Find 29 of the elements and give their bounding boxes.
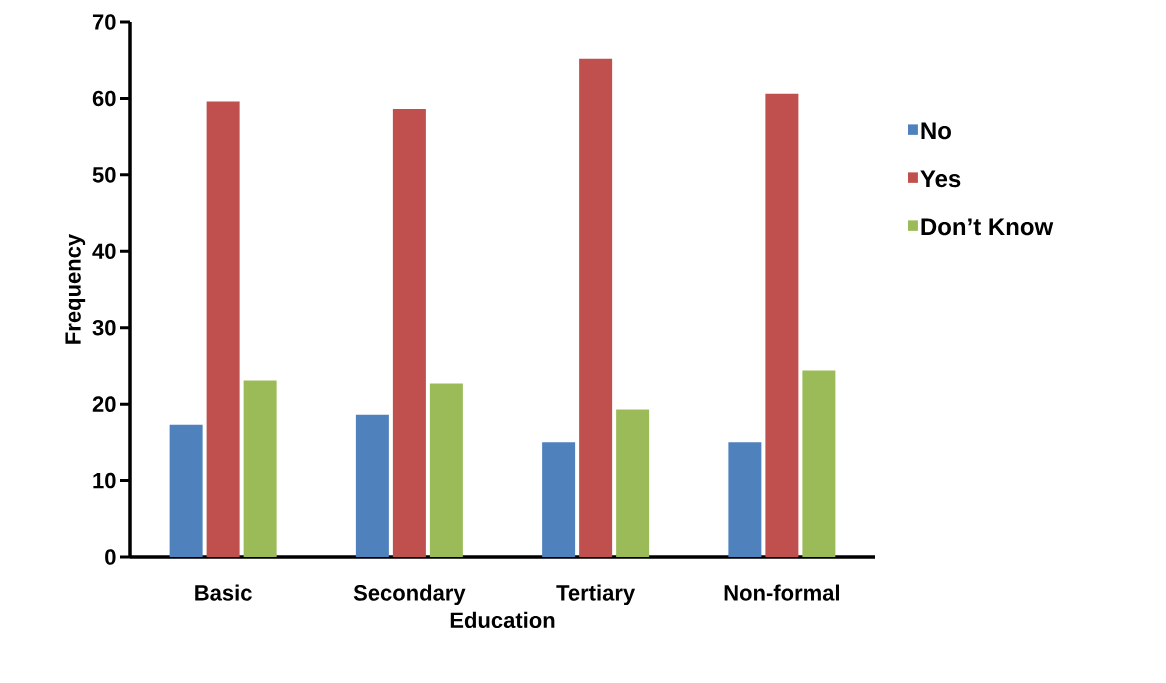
x-tick-label: Non-formal [724, 584, 839, 601]
x-tick-label: Basic [195, 584, 252, 601]
y-tick-label: 70 [92, 14, 116, 30]
y-tick-label: 20 [92, 396, 116, 412]
x-tick-label: Tertiary [556, 584, 636, 606]
y-tick-label: 60 [92, 90, 116, 107]
y-axis-title: Frequency [65, 233, 86, 344]
bar [616, 409, 650, 557]
bar [429, 383, 463, 557]
y-tick-label: 0 [105, 549, 116, 565]
bar [169, 424, 203, 557]
bar [802, 370, 836, 557]
y-tick-label: 10 [93, 472, 116, 489]
bar [355, 414, 389, 557]
x-tick-label: Secondary [353, 584, 466, 606]
bar [392, 109, 426, 557]
bar [206, 101, 240, 557]
y-tick-label: 30 [92, 319, 116, 336]
bar [579, 58, 613, 557]
legend-label: No [921, 122, 951, 140]
bar [728, 442, 762, 557]
bar [542, 442, 576, 557]
legend-label: Yes [920, 170, 961, 188]
bar [765, 93, 799, 557]
legend-label: Don’t Know [921, 218, 1054, 236]
y-tick-label: 50 [92, 167, 116, 183]
y-tick-label: 40 [92, 243, 116, 260]
bar [243, 380, 277, 557]
x-axis-title: Education [450, 611, 555, 629]
